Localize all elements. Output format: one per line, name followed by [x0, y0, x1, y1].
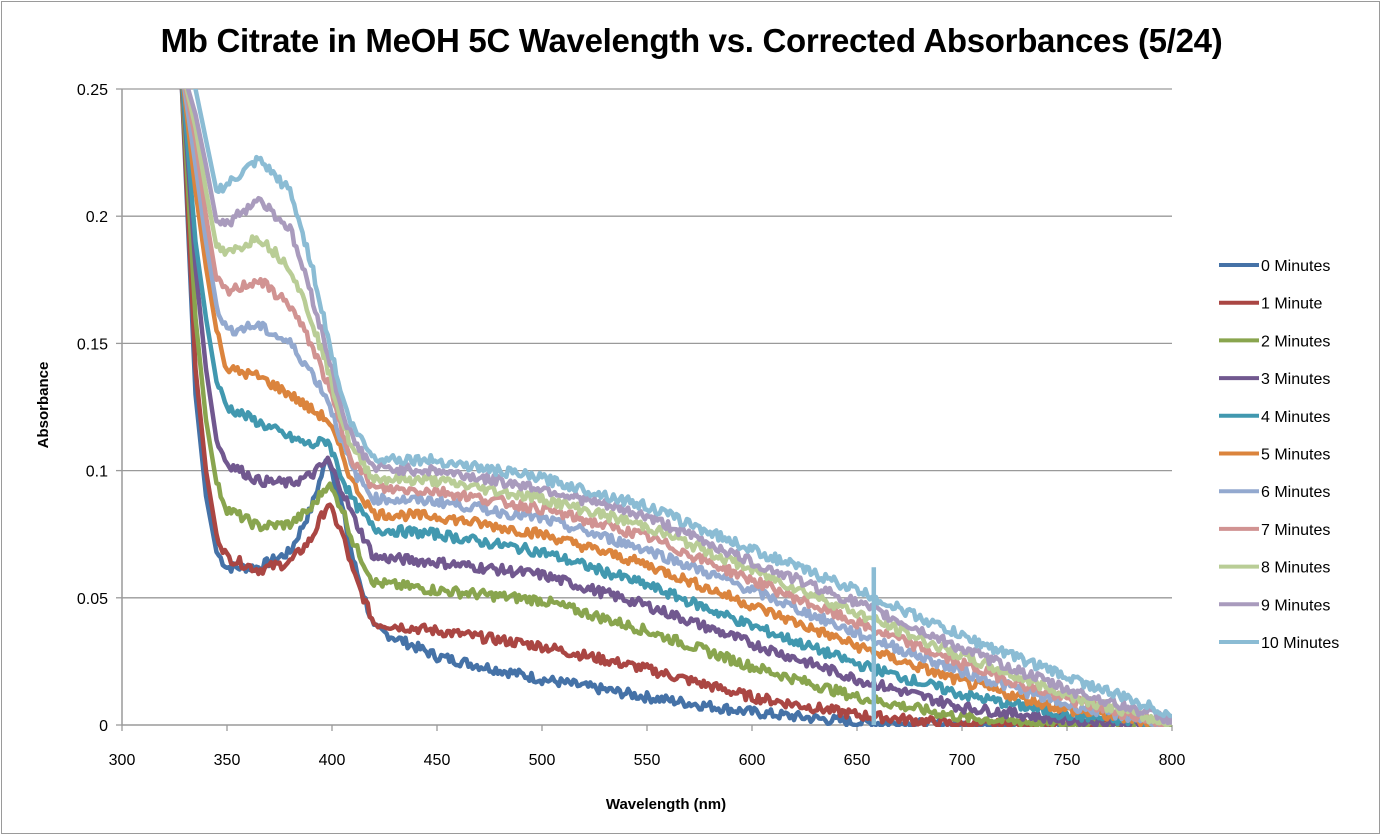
legend-label: 10 Minutes: [1261, 635, 1339, 652]
x-tick-label: 650: [844, 752, 871, 769]
x-tick-label: 700: [949, 752, 976, 769]
x-tick-label: 300: [109, 752, 136, 769]
legend: 0 Minutes 1 Minute 2 Minutes 3 Minutes 4 Min…: [1219, 258, 1339, 652]
legend-label: 6 Minutes: [1261, 484, 1330, 501]
chart-title: Mb Citrate in MeOH 5C Wavelength vs. Cor…: [160, 22, 1223, 59]
x-tick-label: 800: [1159, 752, 1186, 769]
series-line-5: [181, 89, 1172, 727]
legend-label: 0 Minutes: [1261, 258, 1330, 275]
y-tick-label: 0.2: [86, 209, 108, 226]
legend-label: 2 Minutes: [1261, 333, 1330, 350]
series-line-8: [184, 89, 1172, 727]
gridlines: [122, 88, 1172, 599]
x-tick-label: 400: [319, 752, 346, 769]
series-line-1: [179, 89, 1172, 727]
y-tick-label: 0.1: [86, 464, 108, 481]
legend-label: 5 Minutes: [1261, 447, 1330, 464]
series-line-4: [180, 89, 1172, 727]
x-tick-label: 600: [739, 752, 766, 769]
series-lines: [179, 89, 1172, 727]
series-line-6: [182, 89, 1172, 727]
x-tick-label: 500: [529, 752, 556, 769]
legend-label: 8 Minutes: [1261, 560, 1330, 577]
x-tick-label: 550: [634, 752, 661, 769]
series-line-2: [180, 89, 1172, 727]
x-tick-label: 750: [1054, 752, 1081, 769]
legend-label: 3 Minutes: [1261, 371, 1330, 388]
y-tick-label: 0.25: [77, 82, 108, 99]
y-tick-label: 0: [99, 718, 108, 735]
x-tick-label: 450: [424, 752, 451, 769]
legend-label: 4 Minutes: [1261, 409, 1330, 426]
series-line-7: [183, 89, 1172, 727]
y-tick-label: 0.05: [77, 591, 108, 608]
series-line-10: [192, 89, 1172, 719]
tick-labels: 0 0.05 0.1 0.15 0.2 0.25 300 350 400 450 500 550 600…: [77, 82, 1186, 769]
y-tick-label: 0.15: [77, 336, 108, 353]
x-axis-title: Wavelength (nm): [606, 796, 726, 813]
axes: [116, 88, 1173, 731]
legend-label: 7 Minutes: [1261, 522, 1330, 539]
series-line-9: [185, 89, 1172, 726]
y-axis-title: Absorbance: [35, 362, 52, 449]
series-line-0: [179, 89, 1172, 727]
x-tick-label: 350: [214, 752, 241, 769]
legend-label: 9 Minutes: [1261, 597, 1330, 614]
legend-label: 1 Minute: [1261, 296, 1322, 313]
series-line-3: [180, 89, 1172, 727]
